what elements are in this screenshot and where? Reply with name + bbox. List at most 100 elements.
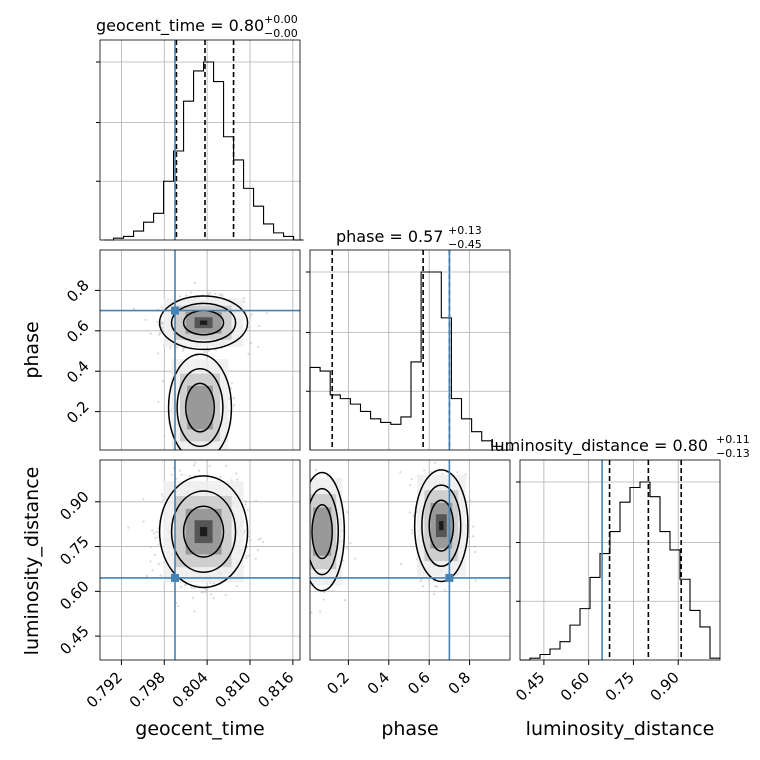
sample-point xyxy=(160,493,163,496)
sample-point xyxy=(228,397,231,400)
xtick-phase: 0.2 xyxy=(323,668,353,698)
xlabel-phase: phase xyxy=(381,718,438,740)
sample-point xyxy=(170,473,173,476)
sample-point xyxy=(142,520,145,523)
xtick-phase: 0.6 xyxy=(404,668,434,698)
sample-point xyxy=(212,582,216,585)
sample-point xyxy=(246,509,249,512)
title-luminosity-distance: luminosity_distance = 0.80 xyxy=(490,436,708,456)
contour xyxy=(167,353,233,450)
sample-point xyxy=(434,584,437,588)
sample-point xyxy=(303,556,305,558)
ylabel-luminosity-distance: luminosity_distance xyxy=(21,467,43,656)
xlabel-luminosity-distance: luminosity_distance xyxy=(526,718,715,740)
sample-point xyxy=(257,538,260,541)
panel-frame xyxy=(309,459,511,661)
sample-point xyxy=(209,593,213,596)
sample-point xyxy=(183,347,186,350)
panel-frame xyxy=(99,459,301,661)
sample-point xyxy=(208,291,211,295)
sample-point xyxy=(465,526,468,529)
sample-point xyxy=(219,476,222,479)
sample-point xyxy=(443,589,447,592)
sample-point xyxy=(214,451,216,453)
sample-point xyxy=(153,553,157,557)
sample-point xyxy=(127,526,130,529)
sample-point xyxy=(161,306,164,309)
sample-point xyxy=(197,469,200,472)
sample-point xyxy=(224,593,227,597)
xtick-phase: 0.8 xyxy=(445,668,475,698)
sample-point xyxy=(225,464,228,467)
sample-point xyxy=(346,510,349,514)
sample-point xyxy=(151,569,154,572)
contour xyxy=(311,504,333,560)
sample-point xyxy=(155,530,158,534)
sample-point xyxy=(319,610,322,613)
sample-point xyxy=(434,461,437,464)
sample-point xyxy=(331,590,334,593)
sample-point xyxy=(175,346,179,349)
sample-point xyxy=(249,316,252,319)
sample-point xyxy=(157,400,160,404)
sample-point xyxy=(419,579,422,583)
hist-step xyxy=(309,271,513,451)
sample-point xyxy=(303,495,305,497)
sample-point xyxy=(230,479,233,482)
title-geocent-time-sub: −0.00 xyxy=(264,27,298,40)
sample-point xyxy=(399,471,402,474)
sample-point xyxy=(205,591,208,594)
sample-point xyxy=(177,604,180,608)
sample-point xyxy=(144,318,147,321)
sample-point xyxy=(193,610,196,613)
title-phase-sup: +0.13 xyxy=(448,224,482,237)
sample-point xyxy=(169,346,172,349)
sample-point xyxy=(408,511,411,514)
sample-point xyxy=(306,522,308,524)
sample-point xyxy=(160,325,163,329)
sample-point xyxy=(163,435,166,438)
sample-point xyxy=(304,536,306,538)
sample-point xyxy=(193,464,196,467)
sample-point xyxy=(178,452,180,454)
sample-point xyxy=(307,568,309,570)
contour xyxy=(413,469,469,583)
sample-point xyxy=(218,293,221,296)
sample-point xyxy=(132,307,136,310)
contour xyxy=(176,368,224,448)
sample-point xyxy=(214,348,217,351)
sample-point xyxy=(229,387,233,390)
density-cell xyxy=(199,527,208,537)
title-luminosity-distance-sub: −0.13 xyxy=(716,447,750,460)
sample-point xyxy=(421,585,425,588)
sample-point xyxy=(346,546,349,550)
sample-point xyxy=(157,352,160,355)
sample-point xyxy=(354,557,357,560)
ytick-phase: 0.4 xyxy=(63,357,93,387)
contour xyxy=(184,382,216,433)
sample-point xyxy=(161,328,164,331)
sample-point xyxy=(306,477,308,479)
density-cell xyxy=(199,320,208,325)
sample-point xyxy=(208,465,211,468)
sample-point xyxy=(471,535,475,538)
sample-point xyxy=(235,584,239,588)
sample-point xyxy=(156,320,159,323)
sample-point xyxy=(149,545,152,549)
sample-point xyxy=(178,295,182,298)
sample-point xyxy=(243,529,246,533)
truth-marker xyxy=(171,306,179,315)
xlabel-geocent-time: geocent_time xyxy=(135,718,264,740)
sample-point xyxy=(193,586,196,590)
sample-point xyxy=(220,293,223,296)
sample-point xyxy=(432,593,436,596)
sample-point xyxy=(304,503,306,505)
sample-point xyxy=(235,478,239,481)
sample-point xyxy=(302,560,304,562)
xtick-geocent_time: 0.804 xyxy=(169,668,212,711)
xtick-luminosity_distance: 0.75 xyxy=(602,668,638,704)
sample-point xyxy=(157,563,160,566)
title-geocent-time: geocent_time = 0.80 xyxy=(96,16,264,36)
xtick-geocent_time: 0.792 xyxy=(83,668,126,711)
